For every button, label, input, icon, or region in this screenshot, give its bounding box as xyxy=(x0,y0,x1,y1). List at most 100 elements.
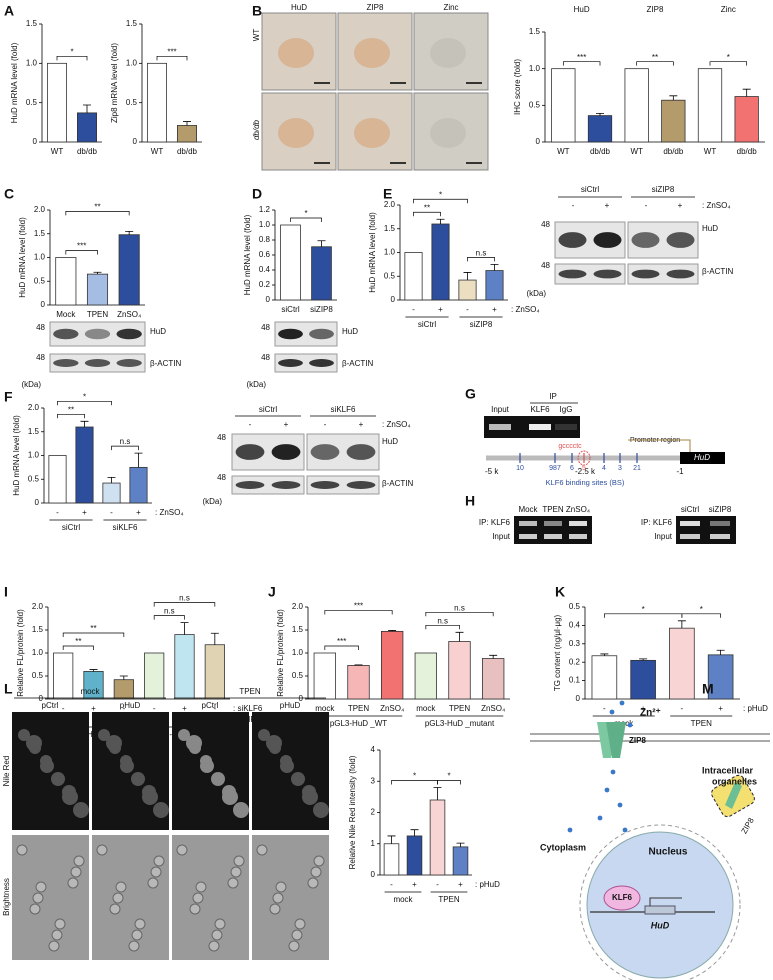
label: siCtrl xyxy=(581,185,599,194)
cell xyxy=(96,844,108,856)
bar xyxy=(176,125,197,143)
row-sign: - xyxy=(122,704,125,713)
cell xyxy=(32,892,44,904)
label: siZIP8 xyxy=(709,505,732,514)
y-axis-label: Relative FL/protein (fold) xyxy=(16,609,25,697)
significance-bracket xyxy=(324,645,359,650)
label: β-ACTIN xyxy=(342,359,373,368)
y-axis-label: HuD mRNA level (fold) xyxy=(10,42,19,123)
cell xyxy=(227,877,239,889)
significance-bracket xyxy=(413,198,468,204)
bar xyxy=(406,835,423,876)
error-bar xyxy=(455,631,464,642)
gel-band xyxy=(529,424,551,430)
significance-label: ** xyxy=(90,624,96,633)
label: HuD xyxy=(342,327,358,336)
label: (kDa) xyxy=(202,497,222,506)
zinc-ion xyxy=(627,722,633,728)
label: 48 xyxy=(36,323,45,332)
gel-band xyxy=(710,534,730,539)
label: : ZnSO₄ xyxy=(382,420,411,429)
error-bar xyxy=(210,632,219,645)
label: pHuD xyxy=(120,701,141,710)
blot xyxy=(274,353,338,373)
group-label: siZIP8 xyxy=(470,320,493,329)
y-tick-label: 2 xyxy=(371,808,376,817)
significance-bracket xyxy=(425,624,460,630)
significance-label: * xyxy=(700,605,703,614)
y-tick-label: 0.8 xyxy=(259,235,271,244)
bar xyxy=(144,652,165,700)
zip8-channel xyxy=(725,782,742,809)
y-axis-label: Relative Nile Red intensity (fold) xyxy=(348,755,357,869)
y-tick-label: 0.4 xyxy=(569,621,581,630)
blot xyxy=(306,475,380,495)
error-bar xyxy=(596,113,604,116)
cell xyxy=(294,918,306,930)
islet xyxy=(278,38,314,68)
cell xyxy=(266,735,282,751)
label: HuD xyxy=(651,920,670,930)
x-tick-label: WT xyxy=(151,147,164,156)
label: 10 xyxy=(516,465,524,472)
panel-letter: A xyxy=(4,3,14,19)
bar xyxy=(624,68,649,143)
gel-band xyxy=(519,534,537,539)
row-sign: + xyxy=(82,508,87,517)
y-tick-label: 1.2 xyxy=(259,205,271,214)
cell xyxy=(62,785,76,799)
cell xyxy=(272,892,284,904)
significance-label: *** xyxy=(77,242,86,251)
y-tick-label: 3 xyxy=(371,776,376,785)
cell xyxy=(200,755,212,767)
group-label: ZIP8 xyxy=(647,5,664,14)
bar xyxy=(697,68,723,143)
gene-box xyxy=(680,452,725,464)
y-tick-label: 1.0 xyxy=(26,58,38,67)
band xyxy=(278,328,303,340)
gel-band xyxy=(544,534,562,539)
cell xyxy=(313,855,325,867)
y-tick-label: 2.0 xyxy=(34,205,46,214)
cell xyxy=(120,755,132,767)
gel xyxy=(676,516,736,544)
zinc-ion xyxy=(622,827,628,833)
y-tick-label: 1.5 xyxy=(384,224,396,233)
cell xyxy=(307,877,319,889)
islet xyxy=(354,118,390,148)
y-tick-label: 1.0 xyxy=(384,248,396,257)
bar xyxy=(75,426,94,504)
y-tick-label: 0.2 xyxy=(259,280,271,289)
label: IP: KLF6 xyxy=(479,518,511,527)
y-tick-label: 1 xyxy=(371,839,376,848)
row-sign: + xyxy=(458,880,463,889)
x-tick-label: db/db xyxy=(663,147,684,156)
error-bar xyxy=(639,658,648,661)
row-sign: + xyxy=(136,508,141,517)
significance-bracket xyxy=(324,610,393,615)
cell xyxy=(291,929,303,941)
label: 4 xyxy=(602,465,606,472)
band xyxy=(116,328,142,340)
bar xyxy=(118,234,140,306)
y-tick-label: 0.5 xyxy=(26,98,38,107)
label: KLF6 xyxy=(530,405,550,414)
x-tick-label: TPEN xyxy=(87,310,109,319)
x-tick-label: WT xyxy=(704,147,717,156)
significance-label: * xyxy=(447,772,450,781)
error-bar xyxy=(125,230,134,235)
y-tick-label: 2.0 xyxy=(32,602,44,611)
cell xyxy=(153,802,169,818)
label: -5 k xyxy=(485,467,499,476)
panel-letter: J xyxy=(268,584,276,600)
label: TPEN xyxy=(239,687,261,696)
label: KLF6 binding sites (BS) xyxy=(546,478,625,487)
cell xyxy=(269,903,281,915)
row-sign: - xyxy=(153,704,156,713)
panel-letter: B xyxy=(252,3,262,19)
cell xyxy=(192,892,204,904)
label: Input xyxy=(492,532,511,541)
cell xyxy=(73,855,85,867)
gel-band xyxy=(569,521,587,526)
x-tick-label: WT xyxy=(630,147,643,156)
